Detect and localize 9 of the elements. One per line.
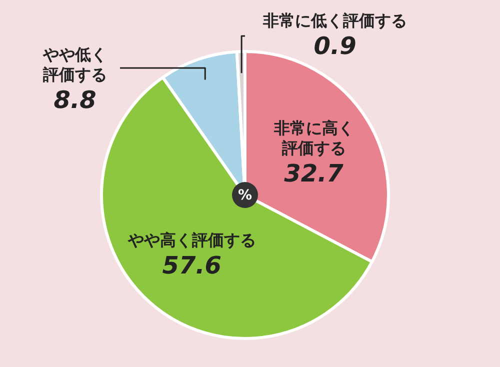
slice-label: やや高く評価する: [126, 230, 256, 250]
data-label: 57.6: [162, 252, 222, 280]
text: %: [238, 188, 252, 204]
data-label: 32.7: [284, 160, 344, 188]
slice-label: やや低く評価する: [42, 45, 107, 84]
slice-label: 非常に低く評価する: [262, 11, 407, 30]
data-label: 8.8: [54, 86, 96, 114]
data-label: 0.9: [314, 32, 356, 60]
slice-label: 非常に高く評価する: [272, 118, 354, 158]
